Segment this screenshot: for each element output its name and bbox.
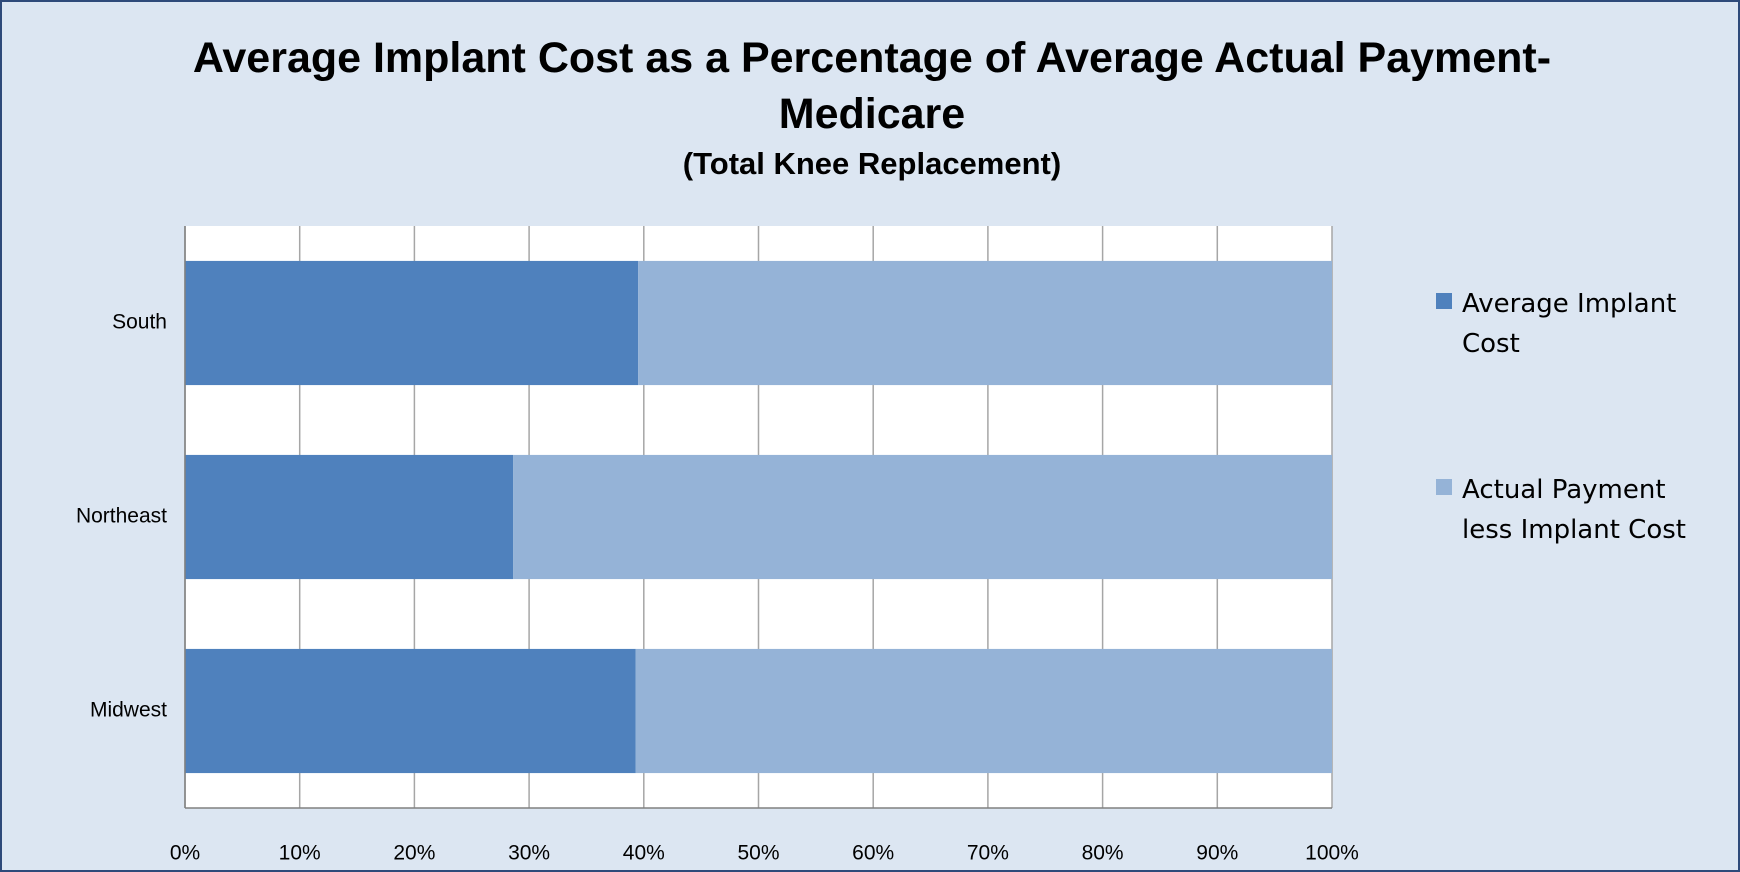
x-tick-label: 10% bbox=[279, 842, 321, 865]
x-tick-label: 50% bbox=[737, 842, 779, 865]
legend-swatch bbox=[1436, 479, 1452, 495]
legend-label: Actual Payment less Implant Cost bbox=[1462, 475, 1686, 545]
x-tick-label: 90% bbox=[1196, 842, 1238, 865]
legend-entry: Average Implant Cost bbox=[1436, 284, 1736, 364]
bar-segment bbox=[185, 648, 636, 774]
x-tick-label: 40% bbox=[623, 842, 665, 865]
x-tick-label: 0% bbox=[170, 842, 200, 865]
y-tick-label: Midwest bbox=[90, 699, 167, 722]
bar-segment bbox=[638, 260, 1332, 386]
x-tick-label: 20% bbox=[393, 842, 435, 865]
legend-entry: Actual Payment less Implant Cost bbox=[1436, 470, 1736, 550]
x-tick-label: 30% bbox=[508, 842, 550, 865]
bar-segment bbox=[513, 454, 1332, 580]
x-tick-label: 80% bbox=[1082, 842, 1124, 865]
x-tick-label: 100% bbox=[1305, 842, 1359, 865]
x-tick-label: 60% bbox=[852, 842, 894, 865]
chart-subtitle: (Total Knee Replacement) bbox=[682, 146, 1062, 181]
x-tick-label: 70% bbox=[967, 842, 1009, 865]
bar-segment bbox=[185, 454, 514, 580]
y-tick-label: South bbox=[112, 311, 167, 334]
chart-title: Average Implant Cost as a Percentage of … bbox=[192, 34, 1552, 138]
y-tick-label: Northeast bbox=[76, 505, 167, 528]
legend-label: Average Implant Cost bbox=[1462, 289, 1677, 359]
legend-swatch bbox=[1436, 293, 1452, 309]
bar-segment bbox=[635, 648, 1332, 774]
bar-segment bbox=[185, 260, 639, 386]
